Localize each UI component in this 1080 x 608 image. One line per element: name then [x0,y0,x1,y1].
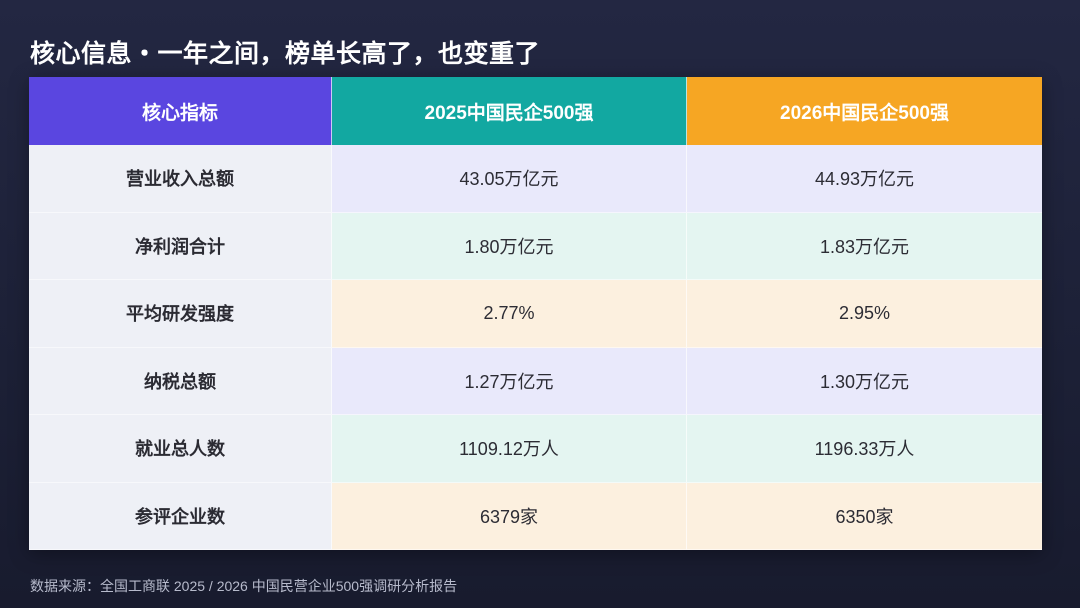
table-row: 纳税总额 1.27万亿元 1.30万亿元 [29,347,1042,415]
row-label: 平均研发强度 [29,280,332,348]
table-row: 平均研发强度 2.77% 2.95% [29,280,1042,348]
row-label: 净利润合计 [29,212,332,280]
value-2026: 6350家 [687,482,1042,550]
table-row: 营业收入总额 43.05万亿元 44.93万亿元 [29,145,1042,213]
header-2026: 2026中国民企500强 [687,77,1042,145]
value-2026: 1196.33万人 [687,415,1042,483]
header-2025: 2025中国民企500强 [332,77,687,145]
comparison-table: 核心指标 2025中国民企500强 2026中国民企500强 营业收入总额 43… [29,77,1042,550]
value-2025: 1.80万亿元 [332,212,687,280]
row-label: 就业总人数 [29,415,332,483]
value-2026: 1.30万亿元 [687,347,1042,415]
value-2025: 1.27万亿元 [332,347,687,415]
table-header-row: 核心指标 2025中国民企500强 2026中国民企500强 [29,77,1042,145]
row-label: 营业收入总额 [29,145,332,213]
page-title: 核心信息・一年之间，榜单长高了，也变重了 [30,40,541,68]
header-metric: 核心指标 [29,77,332,145]
table-row: 参评企业数 6379家 6350家 [29,482,1042,550]
value-2025: 43.05万亿元 [332,145,687,213]
value-2025: 6379家 [332,482,687,550]
row-label: 纳税总额 [29,347,332,415]
data-source-note: 数据来源：全国工商联 2025 / 2026 中国民营企业500强调研分析报告 [30,578,458,594]
value-2026: 1.83万亿元 [687,212,1042,280]
row-label: 参评企业数 [29,482,332,550]
value-2026: 2.95% [687,280,1042,348]
table-row: 就业总人数 1109.12万人 1196.33万人 [29,415,1042,483]
table-row: 净利润合计 1.80万亿元 1.83万亿元 [29,212,1042,280]
value-2025: 2.77% [332,280,687,348]
value-2025: 1109.12万人 [332,415,687,483]
value-2026: 44.93万亿元 [687,145,1042,213]
